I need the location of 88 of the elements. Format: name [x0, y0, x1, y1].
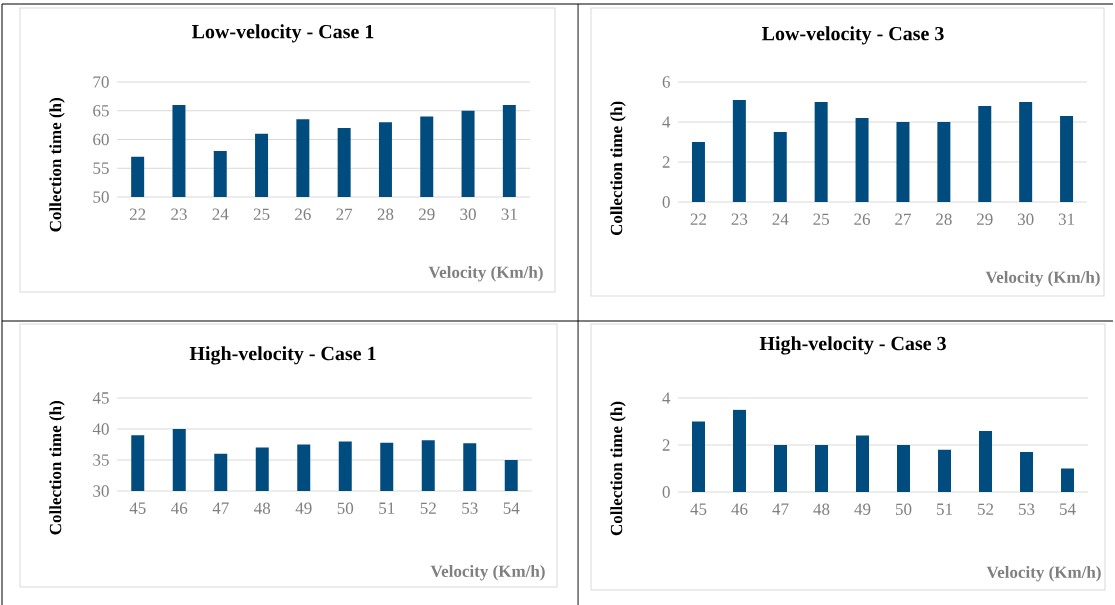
bar [1060, 116, 1074, 202]
x-tick-label: 30 [460, 208, 476, 221]
x-tick-label: 47 [212, 502, 229, 514]
y-tick-label: 70 [93, 76, 109, 88]
bar [856, 435, 870, 492]
y-tick-label: 35 [93, 454, 109, 466]
x-tick-label: 31 [1058, 213, 1075, 225]
chart-title: High-velocity - Case 1 [189, 346, 376, 365]
x-tick-label: 46 [731, 503, 748, 515]
x-tick-label: 29 [419, 208, 435, 220]
x-tick-label: 52 [978, 503, 994, 515]
bar [732, 100, 746, 202]
y-axis-title: Collection time (h) [49, 401, 65, 535]
y-tick-label: 4 [662, 116, 671, 128]
x-tick-label: 30 [1017, 213, 1034, 226]
x-tick-label: 25 [253, 208, 270, 220]
x-tick-label: 45 [129, 502, 146, 514]
x-axis-title: Velocity (Km/h) [428, 266, 543, 282]
x-tick-label: 28 [936, 213, 952, 226]
y-tick-label: 55 [93, 162, 109, 174]
x-axis-title: Velocity (Km/h) [986, 566, 1101, 582]
x-tick-label: 28 [377, 208, 394, 221]
x-tick-label: 50 [896, 503, 912, 516]
y-axis-title: Collection time (h) [610, 401, 626, 536]
x-tick-label: 50 [337, 502, 354, 515]
bar [855, 118, 869, 202]
x-tick-label: 49 [295, 502, 312, 514]
x-tick-label: 26 [295, 208, 311, 220]
chart-title: High-velocity - Case 3 [759, 336, 946, 355]
y-tick-label: 40 [92, 423, 109, 435]
x-tick-label: 22 [690, 213, 707, 225]
x-tick-label: 27 [895, 213, 911, 225]
bar [978, 106, 992, 202]
x-tick-label: 53 [1019, 503, 1035, 515]
chart-title: Low-velocity - Case 1 [191, 24, 374, 43]
y-tick-label: 2 [662, 439, 670, 451]
x-tick-label: 24 [772, 213, 789, 225]
y-tick-label: 2 [662, 156, 670, 168]
x-tick-label: 29 [977, 213, 993, 225]
x-tick-label: 51 [379, 502, 395, 514]
x-tick-label: 49 [854, 503, 871, 515]
x-tick-label: 23 [731, 213, 748, 225]
x-tick-label: 48 [254, 502, 271, 515]
x-tick-label: 26 [854, 213, 871, 225]
x-tick-label: 22 [129, 208, 146, 220]
bar [1020, 452, 1034, 492]
bar [692, 421, 706, 492]
x-tick-label: 24 [212, 208, 229, 220]
bar [774, 445, 788, 492]
y-tick-label: 65 [93, 105, 109, 117]
x-tick-label: 23 [171, 208, 187, 220]
bar [691, 142, 705, 202]
y-tick-label: 0 [662, 196, 670, 208]
x-tick-label: 31 [501, 208, 517, 220]
chart-title: Low-velocity - Case 3 [762, 26, 944, 45]
x-tick-label: 27 [336, 208, 353, 220]
x-axis-title: Velocity (Km/h) [430, 565, 545, 581]
y-tick-label: 4 [662, 392, 671, 404]
x-tick-label: 54 [503, 502, 520, 514]
y-tick-label: 45 [92, 392, 109, 404]
y-tick-label: 30 [93, 485, 109, 497]
bar [897, 445, 911, 492]
y-axis-title: Collection time (h) [610, 101, 626, 236]
x-tick-label: 45 [690, 503, 707, 515]
bar [1061, 468, 1075, 492]
x-tick-label: 46 [171, 502, 188, 514]
x-tick-label: 54 [1060, 503, 1076, 515]
bar [938, 449, 952, 492]
y-axis-title: Collection time (h) [49, 98, 65, 232]
x-tick-label: 52 [420, 502, 436, 514]
y-tick-label: 6 [662, 76, 670, 88]
x-tick-label: 48 [813, 503, 830, 516]
x-axis-title: Velocity (Km/h) [985, 271, 1100, 287]
y-tick-label: 60 [93, 133, 109, 146]
bar [773, 132, 787, 202]
x-tick-label: 53 [462, 502, 478, 514]
bar [937, 122, 951, 202]
bar [1019, 102, 1033, 202]
bar [814, 102, 828, 202]
bar [979, 430, 993, 492]
bar [896, 122, 910, 202]
x-tick-label: 47 [772, 503, 789, 515]
y-tick-label: 0 [662, 486, 670, 498]
x-tick-label: 25 [813, 213, 829, 225]
bar [815, 445, 829, 492]
y-tick-label: 50 [93, 191, 109, 203]
x-tick-label: 51 [937, 503, 952, 515]
bar [733, 409, 747, 492]
